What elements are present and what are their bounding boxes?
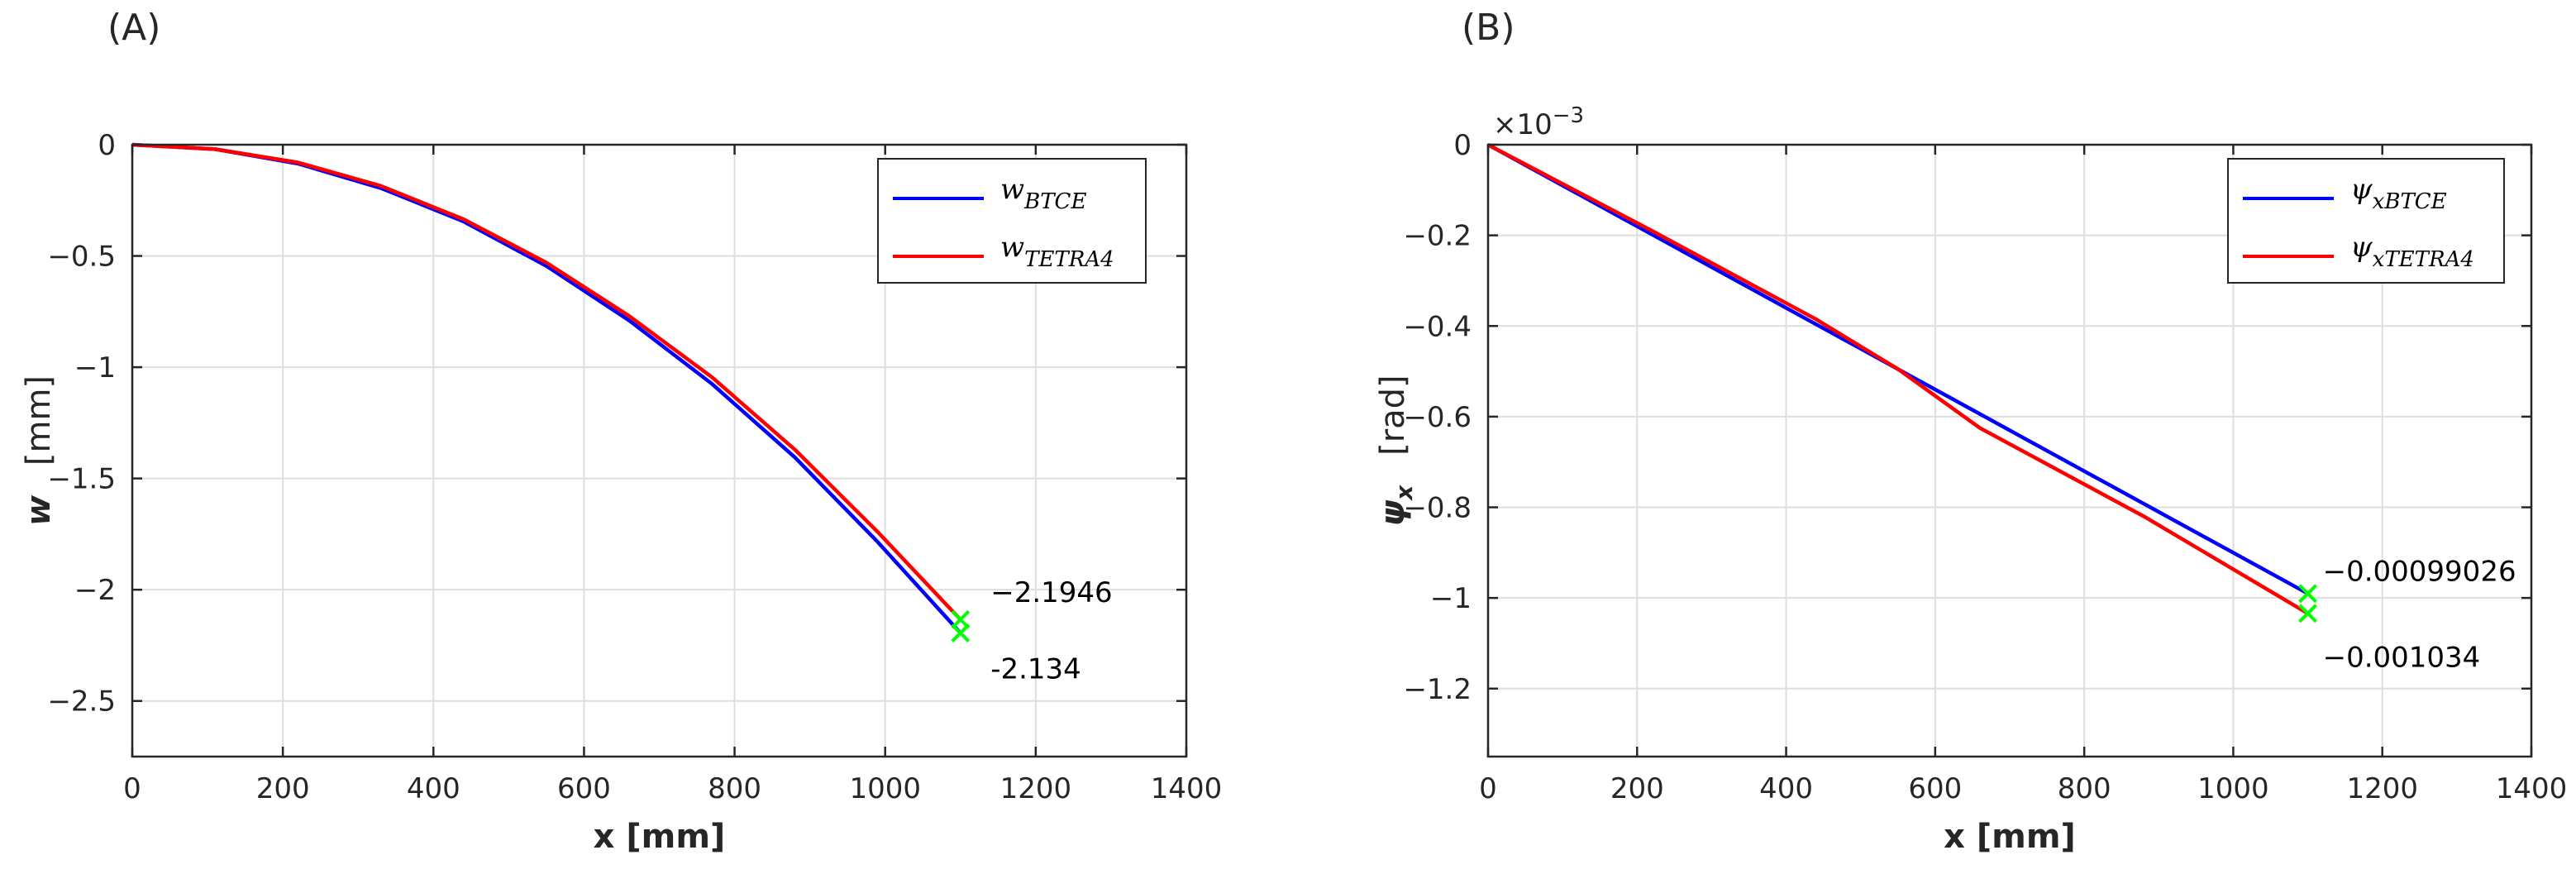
x-tick-label: 200 [1610, 772, 1664, 805]
y-tick-label: −0.4 [1403, 310, 1472, 343]
legend-label-b-1: ψxTETRA4 [2350, 231, 2474, 272]
legend-entry-b-0: ψxBTCE [2243, 173, 2447, 214]
x-tick-label: 600 [557, 772, 611, 805]
marker-stroke [951, 609, 971, 629]
y-tick-label: −0.2 [1403, 220, 1472, 253]
annotation-label-1: −0.001034 [2323, 641, 2481, 674]
legend-box-a [877, 158, 1147, 284]
y-tick-label: −0.8 [1403, 492, 1472, 525]
legend-label-b-0: ψxBTCE [2350, 173, 2447, 214]
legend-main-a-1: w [1000, 231, 1024, 264]
y-tick-label: −1.2 [1403, 673, 1472, 706]
series-b [1486, 143, 2309, 615]
legend-box-b [2227, 158, 2505, 284]
y-axis-label-main-b: ψ [1374, 500, 1412, 527]
x-tick-label: 1400 [2496, 772, 2568, 805]
chart-b: (B) ×10−3 −0.00099026 −0.001034 0 200 400 60… [1374, 7, 2567, 856]
exponent-label-b: ×10−3 [1493, 103, 1584, 141]
data-marker-1 [951, 623, 971, 642]
data-marker-0 [951, 609, 971, 629]
legend-main-b-0: ψ [2350, 173, 2373, 206]
x-tick-label: 0 [1479, 772, 1497, 805]
x-tick-label: 0 [123, 772, 141, 805]
exponent-base-b: ×10 [1493, 108, 1553, 141]
legend-a: wBTCE wTETRA4 [877, 158, 1147, 284]
markers-b [2298, 584, 2317, 623]
axes-box-b [1486, 143, 2533, 758]
y-tick-label: −0.5 [47, 241, 116, 274]
series-line-1 [1486, 143, 2309, 615]
x-tick-label: 800 [708, 772, 761, 805]
y-axis-label-unit-a: [mm] [20, 375, 58, 466]
data-marker-0 [2298, 584, 2317, 604]
legend-main-b-1: ψ [2350, 231, 2373, 264]
x-tick-label: 200 [256, 772, 310, 805]
legend-b: ψxBTCE ψxTETRA4 [2227, 158, 2505, 284]
panel-label-b: (B) [1462, 7, 1515, 49]
legend-entry-a-0: wBTCE [893, 173, 1086, 214]
legend-sub-a-0: BTCE [1023, 189, 1086, 214]
annotation-label-0: −0.00099026 [2323, 555, 2516, 588]
legend-main-a-0: w [1000, 173, 1024, 206]
legend-sub-b-0: xBTCE [2373, 189, 2447, 214]
y-tick-label: −0.6 [1403, 401, 1472, 434]
series-a [131, 142, 962, 635]
y-axis-label-main-a: w [20, 494, 58, 526]
legend-entry-b-1: ψxTETRA4 [2243, 231, 2474, 272]
y-axis-label-unit-b: [rad] [1374, 375, 1412, 456]
annotation-label-0: −2.1946 [990, 576, 1112, 609]
legend-sub-a-1: TETRA4 [1024, 247, 1114, 272]
x-tick-label: 800 [2058, 772, 2111, 805]
axes-box-a [131, 143, 1188, 758]
y-tick-label: −1 [74, 351, 116, 384]
x-tick-label: 1000 [849, 772, 921, 805]
y-tick-label: −2.5 [47, 685, 116, 719]
x-tick-label: 1200 [2346, 772, 2418, 805]
data-marker-1 [2298, 604, 2317, 623]
series-line-1 [131, 142, 962, 621]
chart-a: (A) −2.1946 -2.134 0 200 400 600 800 1000 1200 1… [20, 7, 1222, 856]
x-tick-label: 400 [407, 772, 460, 805]
y-axis-label-a: w [mm] [20, 375, 58, 526]
panel-label-a: (A) [107, 7, 160, 49]
annotations-b: −0.00099026 −0.001034 [2323, 555, 2516, 674]
legend-label-a-0: wBTCE [1000, 173, 1086, 214]
y-tick-label: −1 [1430, 582, 1472, 615]
markers-a [951, 609, 971, 642]
x-tick-label: 1400 [1151, 772, 1223, 805]
marker-stroke [2298, 584, 2317, 604]
legend-label-a-1: wTETRA4 [1000, 231, 1114, 272]
x-tick-label: 600 [1908, 772, 1962, 805]
x-axis-label-b: x [mm] [1944, 818, 2076, 856]
y-axis-label-b: ψx [rad] [1374, 375, 1420, 526]
x-tick-label: 1000 [2197, 772, 2269, 805]
annotation-label-1: -2.134 [990, 653, 1081, 686]
marker-stroke [951, 623, 971, 642]
ticks-a: 0 200 400 600 800 1000 1200 1400 0 −0.5 −1 −1.5 −2 −2… [47, 129, 1222, 805]
ticks-b: 0 200 400 600 800 1000 1200 1400 0 −0.2 −0.4 −0.6 −0… [1403, 129, 2567, 805]
x-tick-label: 400 [1759, 772, 1813, 805]
legend-entry-a-1: wTETRA4 [893, 231, 1114, 272]
legend-sub-b-1: xTETRA4 [2373, 247, 2474, 272]
x-axis-label-a: x [mm] [594, 818, 726, 856]
y-tick-label: −1.5 [47, 463, 116, 496]
exponent-power-b: −3 [1553, 103, 1584, 128]
y-axis-label-sub-b: x [1391, 485, 1418, 502]
x-tick-label: 1200 [1000, 772, 1072, 805]
y-tick-label: −2 [74, 574, 116, 607]
y-tick-label: 0 [1453, 129, 1472, 162]
marker-stroke [2298, 604, 2317, 623]
y-tick-label: 0 [98, 129, 116, 162]
annotations-a: −2.1946 -2.134 [990, 576, 1112, 686]
